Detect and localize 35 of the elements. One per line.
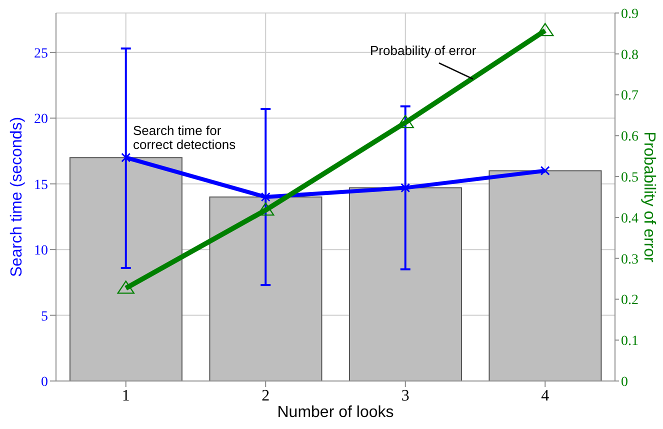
y-tick-label: 25	[34, 46, 48, 62]
y2-tick-label: 0.9	[621, 6, 638, 22]
y-tick-label: 0	[41, 374, 48, 390]
y2-tick-label: 0.3	[621, 252, 638, 268]
point	[536, 22, 554, 36]
x-tick-label: 3	[401, 387, 410, 404]
y-tick-label: 15	[34, 178, 48, 193]
y2-tick-label: 0.7	[621, 88, 638, 104]
annotation: Probability of error	[370, 43, 478, 58]
point	[121, 152, 131, 162]
x-tick-label: 2	[262, 387, 270, 404]
point	[260, 192, 270, 202]
y2-tick-label: 0.5	[621, 170, 638, 186]
point	[400, 183, 410, 193]
y-tick-label: 10	[34, 244, 48, 259]
y2-axis-title: Probability of error	[640, 132, 658, 264]
bar	[209, 196, 322, 381]
x-axis-title: Number of looks	[277, 404, 394, 421]
y-axis-title: Search time (seconds)	[8, 116, 26, 278]
y2-tick-label: 0.6	[621, 130, 638, 145]
point	[540, 166, 550, 176]
y2-tick-label: 0.2	[621, 293, 638, 308]
bar	[488, 170, 602, 381]
bar	[69, 157, 182, 381]
y2-tick-label: 0.1	[621, 334, 638, 350]
annotation: Search time for correct detections	[133, 123, 237, 152]
y2-tick-label: 0	[621, 374, 628, 390]
x-tick-label: 1	[122, 387, 130, 404]
bar	[348, 187, 462, 381]
y2-tick-label: 0.4	[621, 211, 638, 226]
x-tick-label: 4	[541, 387, 550, 404]
point	[117, 280, 134, 294]
y2-tick-label: 0.8	[621, 48, 638, 63]
y-tick-label: 5	[41, 309, 48, 324]
y-tick-label: 20	[34, 112, 48, 128]
